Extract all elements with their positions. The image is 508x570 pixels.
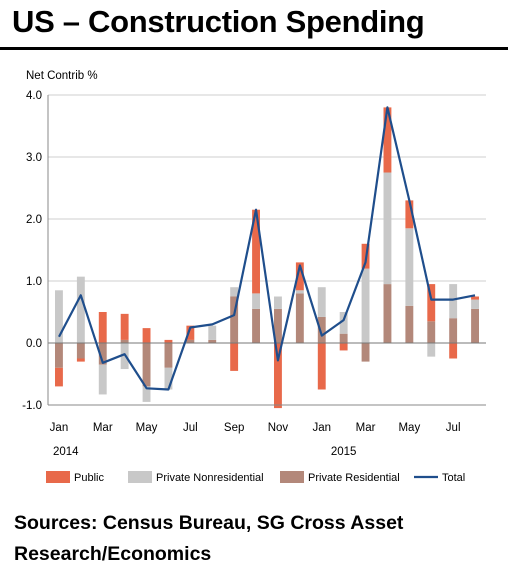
y-tick-label: 4.0: [26, 90, 42, 102]
bar-public: [76, 358, 85, 362]
bar-private-residential: [383, 284, 392, 343]
bar-public: [142, 328, 151, 343]
bar-public: [471, 296, 479, 300]
bar-private-nonresidential: [252, 293, 260, 309]
legend-swatch-private-nonresidential: [128, 471, 152, 483]
x-tick-label: Mar: [356, 422, 376, 434]
y-tick-label: -1.0: [22, 400, 42, 412]
x-tick-label: Jan: [50, 422, 69, 434]
bar-private-nonresidential: [208, 325, 217, 340]
bar-public: [252, 209, 260, 294]
bar-private-nonresidential: [449, 284, 458, 319]
total-line: [58, 106, 476, 391]
bar-private-residential: [208, 339, 217, 343]
construction-spending-chart: Net Contrib % 4.0 3.0 2.0 1.0 0.0 -1.0 Jan Mar M…: [22, 70, 486, 484]
legend: Public Private Nonresidential Private Resi…: [46, 471, 465, 484]
y-axis-label: Net Contrib %: [26, 70, 98, 82]
title-rule: [0, 47, 508, 50]
bar-private-nonresidential: [230, 287, 239, 297]
legend-label: Total: [442, 472, 465, 484]
x-tick-label: Sep: [224, 422, 244, 434]
x-tick-label: Mar: [93, 422, 113, 434]
legend-label: Private Nonresidential: [156, 472, 264, 484]
y-tick-label: 3.0: [26, 152, 42, 164]
bar-public: [98, 312, 107, 343]
bar-private-nonresidential: [76, 276, 85, 343]
bar-public: [274, 343, 282, 409]
bar-private-nonresidential: [55, 290, 63, 343]
bar-private-nonresidential: [274, 296, 282, 309]
bar-public: [405, 200, 414, 229]
bar-private-nonresidential: [383, 172, 392, 285]
legend-label: Private Residential: [308, 472, 400, 484]
x-tick-label: May: [398, 422, 420, 434]
bar-private-residential: [98, 343, 107, 365]
bar-public: [295, 262, 304, 291]
bar-public: [339, 343, 348, 351]
bar-public: [449, 343, 458, 359]
bar-private-residential: [186, 339, 195, 343]
bar-public: [164, 339, 173, 343]
bar-public: [55, 367, 63, 387]
bar-private-residential: [471, 308, 479, 343]
bar-private-nonresidential: [142, 386, 151, 402]
bar-private-residential: [76, 343, 85, 359]
bar-private-residential: [361, 343, 370, 362]
bar-private-residential: [295, 293, 304, 343]
bar-private-nonresidential: [164, 367, 173, 390]
legend-label: Public: [74, 472, 104, 484]
x-year-label: 2015: [331, 446, 357, 458]
total-series-line: [58, 106, 476, 391]
bar-private-residential: [142, 343, 151, 387]
y-tick-label: 1.0: [26, 276, 42, 288]
bar-public: [383, 107, 392, 173]
bar-private-residential: [55, 343, 63, 368]
x-tick-label: Jul: [446, 422, 461, 434]
bar-private-residential: [120, 339, 129, 343]
bar-public: [230, 343, 239, 371]
bar-public: [120, 313, 129, 340]
tick-labels: 4.0 3.0 2.0 1.0 0.0 -1.0 Jan Mar May Jul Sep Nov Jan…: [22, 90, 460, 458]
bar-private-residential: [252, 308, 260, 343]
source-note: Sources: Census Bureau, SG Cross Asset R…: [14, 512, 404, 565]
bar-private-nonresidential: [471, 299, 479, 309]
bar-private-residential: [339, 333, 348, 343]
y-tick-label: 2.0: [26, 214, 42, 226]
x-tick-label: Jul: [183, 422, 198, 434]
bar-private-residential: [317, 316, 326, 343]
bar-private-nonresidential: [427, 343, 436, 357]
bar-private-nonresidential: [405, 228, 414, 306]
bar-private-residential: [405, 305, 414, 343]
bar-private-residential: [449, 318, 458, 343]
bar-private-residential: [230, 296, 239, 343]
axes: [47, 95, 486, 406]
bar-private-residential: [427, 321, 436, 343]
y-tick-label: 0.0: [26, 338, 42, 350]
bar-public: [186, 325, 195, 340]
chart-title: US – Construction Spending: [12, 4, 425, 39]
bar-private-residential: [274, 308, 282, 343]
x-tick-label: Jan: [312, 422, 331, 434]
x-tick-label: Nov: [268, 422, 289, 434]
x-year-label: 2014: [53, 446, 79, 458]
bar-private-nonresidential: [317, 287, 326, 317]
bar-private-nonresidential: [361, 268, 370, 343]
legend-swatch-public: [46, 471, 70, 483]
bar-private-nonresidential: [339, 312, 348, 334]
legend-swatch-private-residential: [280, 471, 304, 483]
bar-public: [317, 343, 326, 390]
bar-private-nonresidential: [98, 364, 107, 395]
bars: [55, 107, 479, 409]
bar-private-residential: [164, 343, 173, 368]
bar-public: [427, 284, 436, 322]
x-tick-label: May: [136, 422, 158, 434]
bar-private-nonresidential: [295, 290, 304, 294]
